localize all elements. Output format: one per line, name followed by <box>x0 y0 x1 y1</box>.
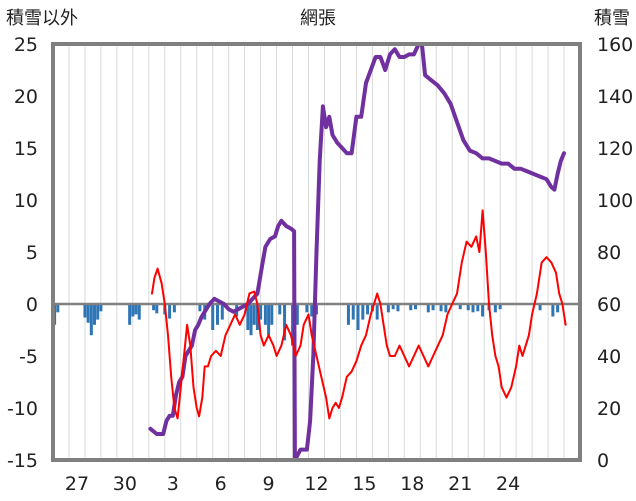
precipitation-bar <box>89 304 93 336</box>
precipitation-bar <box>386 304 390 313</box>
precipitation-bar <box>83 304 87 318</box>
left-axis-ticks: 25 20 15 10 5 0 -5 -10 -15 <box>7 34 38 472</box>
precipitation-bar <box>86 304 90 323</box>
y-right-tick-label: 0 <box>597 450 609 472</box>
y-right-tick-label: 140 <box>597 86 633 108</box>
precipitation-bar <box>270 304 274 325</box>
precipitation-bar <box>498 304 502 310</box>
precipitation-bar <box>246 304 250 330</box>
precipitation-bar <box>556 304 560 313</box>
left-axis-label: 積雪以外 <box>6 8 78 29</box>
precipitation-bar <box>538 304 542 311</box>
precipitation-bar <box>249 304 253 336</box>
plot-frame <box>51 42 582 462</box>
precipitation-bar <box>198 304 202 312</box>
precipitation-bar <box>131 304 135 317</box>
precipitation-bar <box>220 304 224 320</box>
x-tick-label: 27 <box>65 473 89 495</box>
precipitation-bar <box>356 304 360 330</box>
y-left-tick-label: -5 <box>19 346 38 368</box>
x-tick-label: 9 <box>263 473 275 495</box>
y-left-tick-label: 25 <box>14 34 38 56</box>
precipitation-bar <box>431 304 435 311</box>
precipitation-bar <box>211 304 215 330</box>
precipitation-bar <box>215 304 219 325</box>
precipitation-bar <box>255 304 259 330</box>
precipitation-bar <box>493 304 497 313</box>
precipitation-bar <box>396 304 400 312</box>
snow-depth-line <box>148 42 566 462</box>
y-left-tick-label: 20 <box>14 86 38 108</box>
precipitation-bar <box>168 304 172 319</box>
precipitation-bar <box>128 304 132 325</box>
y-left-tick-label: 15 <box>14 138 38 160</box>
precipitation-bar <box>409 304 413 311</box>
precipitation-bar <box>310 304 314 317</box>
x-tick-label: 24 <box>496 473 520 495</box>
y-right-tick-label: 60 <box>597 294 621 316</box>
precipitation-bar <box>305 304 309 313</box>
precipitation-bar <box>152 304 156 311</box>
right-axis-label: 積雪 <box>594 8 630 29</box>
y-left-tick-label: 0 <box>26 294 38 316</box>
precipitation-bar <box>93 304 97 325</box>
y-right-tick-label: 120 <box>597 138 633 160</box>
temperature-line <box>151 209 567 420</box>
precipitation-bar <box>263 304 267 325</box>
precipitation-bar <box>466 304 470 311</box>
precipitation-bar <box>414 304 418 310</box>
precipitation-bar <box>439 304 443 312</box>
precipitation-bar <box>96 304 100 320</box>
y-right-tick-label: 80 <box>597 242 621 264</box>
y-right-tick-label: 40 <box>597 346 621 368</box>
chart-title: 網張 <box>300 8 336 29</box>
precipitation-bar <box>391 304 395 310</box>
precipitation-bar <box>351 304 355 320</box>
precipitation-bar <box>375 304 379 320</box>
x-tick-label: 30 <box>113 473 137 495</box>
x-tick-label: 12 <box>304 473 328 495</box>
x-axis-ticks: 27 30 3 6 9 12 15 18 21 24 <box>65 473 520 495</box>
precipitation-bar <box>137 304 141 320</box>
precipitation-bar <box>295 304 299 325</box>
precipitation-bar <box>134 304 138 315</box>
precipitation-bar <box>361 304 365 320</box>
precipitation-bars <box>53 304 560 346</box>
y-left-tick-label: -15 <box>7 450 38 472</box>
precipitation-bar <box>252 304 256 325</box>
precipitation-bar <box>99 304 103 312</box>
y-left-tick-label: -10 <box>7 398 38 420</box>
precipitation-bar <box>56 304 60 313</box>
y-right-tick-label: 100 <box>597 190 633 212</box>
precipitation-bar <box>172 304 176 313</box>
x-tick-label: 15 <box>352 473 376 495</box>
precipitation-bar <box>278 304 282 315</box>
precipitation-bar <box>346 304 350 325</box>
y-left-tick-label: 5 <box>26 242 38 264</box>
right-axis-ticks: 160 140 120 100 80 60 40 20 0 <box>597 34 633 472</box>
precipitation-bar <box>471 304 475 313</box>
precipitation-bar <box>259 304 263 320</box>
precipitation-bar <box>283 304 287 341</box>
precipitation-bar <box>155 304 159 314</box>
precipitation-bar <box>267 304 271 336</box>
precipitation-bar <box>481 304 485 317</box>
y-right-tick-label: 20 <box>597 398 621 420</box>
x-tick-label: 21 <box>448 473 472 495</box>
precipitation-bar <box>476 304 480 312</box>
precipitation-bar <box>366 304 370 315</box>
x-tick-label: 18 <box>400 473 424 495</box>
precipitation-bar <box>551 304 555 317</box>
precipitation-bar <box>444 304 448 313</box>
precipitation-bar <box>426 304 430 313</box>
x-tick-label: 6 <box>215 473 227 495</box>
x-tick-label: 3 <box>167 473 179 495</box>
y-left-tick-label: 10 <box>14 190 38 212</box>
y-right-tick-label: 160 <box>597 34 633 56</box>
precipitation-bar <box>458 304 462 310</box>
